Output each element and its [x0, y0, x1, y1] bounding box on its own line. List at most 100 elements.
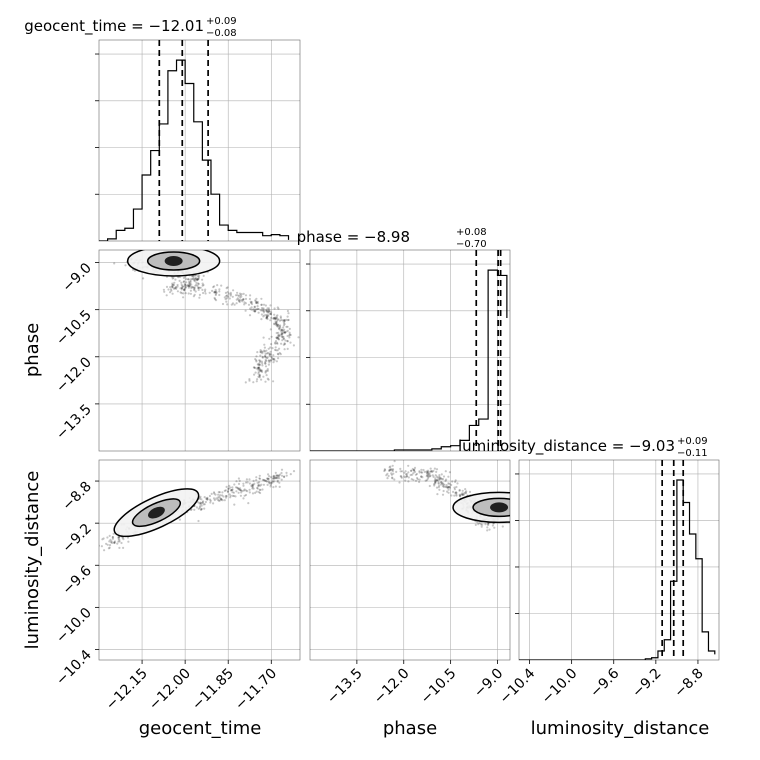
histogram-bin: [690, 534, 696, 660]
sample-point: [170, 289, 173, 292]
sample-point: [265, 349, 268, 352]
sample-point: [458, 488, 461, 492]
sample-point: [428, 484, 431, 488]
sample-point: [391, 470, 394, 473]
sample-point: [102, 537, 105, 540]
density-peak: [164, 255, 183, 266]
sample-point: [184, 284, 187, 287]
y-tick-labels: −10.4−10.0 −9.6 −9.2 −8.8: [53, 479, 99, 689]
sample-point: [391, 464, 394, 467]
sample-point: [221, 494, 224, 497]
sample-point: [439, 477, 443, 480]
histogram-bin: [271, 235, 280, 241]
sample-point: [218, 495, 221, 498]
sample-point: [244, 294, 248, 297]
sample-point: [267, 378, 270, 381]
sample-point: [282, 337, 285, 340]
histogram-bin: [263, 236, 272, 241]
sample-point: [278, 327, 281, 331]
sample-point: [280, 333, 283, 336]
sample-point: [257, 311, 260, 314]
sample-point: [192, 278, 195, 281]
scatter-density: [113, 250, 300, 384]
sample-point: [277, 335, 280, 338]
sample-point: [272, 486, 275, 489]
sample-point: [433, 467, 436, 470]
sample-point: [195, 277, 198, 280]
sample-point: [244, 297, 248, 300]
sample-point: [440, 481, 443, 484]
sample-point: [264, 371, 267, 374]
sample-point: [241, 298, 244, 301]
sample-point: [289, 333, 292, 337]
sample-point: [464, 492, 468, 495]
sample-point: [458, 494, 461, 498]
sample-point: [265, 313, 268, 316]
quantile-lines: [475, 250, 502, 451]
sample-point: [438, 477, 441, 480]
sample-point: [274, 316, 277, 320]
sample-point: [172, 276, 175, 279]
sample-point: [443, 483, 446, 486]
sample-point: [434, 477, 437, 480]
sample-point: [438, 488, 441, 491]
sample-point: [276, 306, 279, 309]
sample-point: [253, 366, 256, 369]
sample-point: [434, 481, 437, 484]
sample-point: [239, 489, 242, 492]
sample-point: [278, 347, 281, 350]
sample-point: [277, 318, 280, 321]
sample-point: [243, 488, 246, 491]
sample-point: [292, 470, 296, 473]
histogram-bin: [696, 559, 702, 660]
sample-point: [256, 481, 259, 484]
sample-point: [257, 483, 260, 486]
sample-point: [434, 482, 437, 485]
histogram-bin: [441, 447, 450, 451]
sample-point: [261, 478, 264, 481]
sample-point: [260, 307, 264, 310]
x-tick-label: −11.85: [189, 666, 237, 714]
sample-point: [260, 303, 263, 306]
sample-point: [277, 336, 280, 339]
sample-point: [224, 489, 227, 492]
sample-point: [398, 481, 401, 484]
sample-point: [200, 507, 203, 510]
sample-point: [264, 352, 267, 355]
sample-point: [193, 286, 196, 290]
sample-point: [257, 484, 260, 487]
sample-point: [263, 343, 266, 346]
sample-point: [200, 498, 203, 501]
sample-point: [444, 470, 447, 473]
sample-point: [182, 280, 185, 284]
sample-point: [186, 284, 189, 287]
sample-point: [257, 363, 260, 366]
sample-point: [477, 523, 480, 526]
sample-point: [276, 480, 279, 483]
sample-point: [236, 486, 239, 489]
sample-point: [281, 474, 284, 477]
sample-point: [278, 325, 281, 328]
sample-point: [118, 538, 121, 541]
sample-point: [256, 487, 259, 490]
sample-point: [113, 541, 116, 545]
sample-point: [420, 471, 424, 474]
sample-point: [249, 307, 252, 310]
sample-point: [252, 483, 255, 486]
sample-point: [264, 362, 267, 365]
sample-point: [265, 359, 268, 363]
sample-point: [409, 469, 413, 472]
sample-point: [257, 375, 260, 378]
sample-point: [404, 470, 407, 473]
sample-point: [231, 295, 234, 298]
sample-point: [187, 278, 190, 281]
sample-point: [435, 475, 438, 478]
sample-point: [262, 307, 265, 310]
sample-point: [461, 489, 464, 492]
sample-point: [197, 278, 200, 281]
sample-point: [286, 315, 289, 318]
sample-point: [242, 482, 245, 485]
sample-point: [169, 286, 172, 289]
sample-point: [253, 310, 256, 313]
panel-phase-vs-luminosity-distance: −13.5 −12.0 −10.5 −9.0: [309, 459, 511, 707]
